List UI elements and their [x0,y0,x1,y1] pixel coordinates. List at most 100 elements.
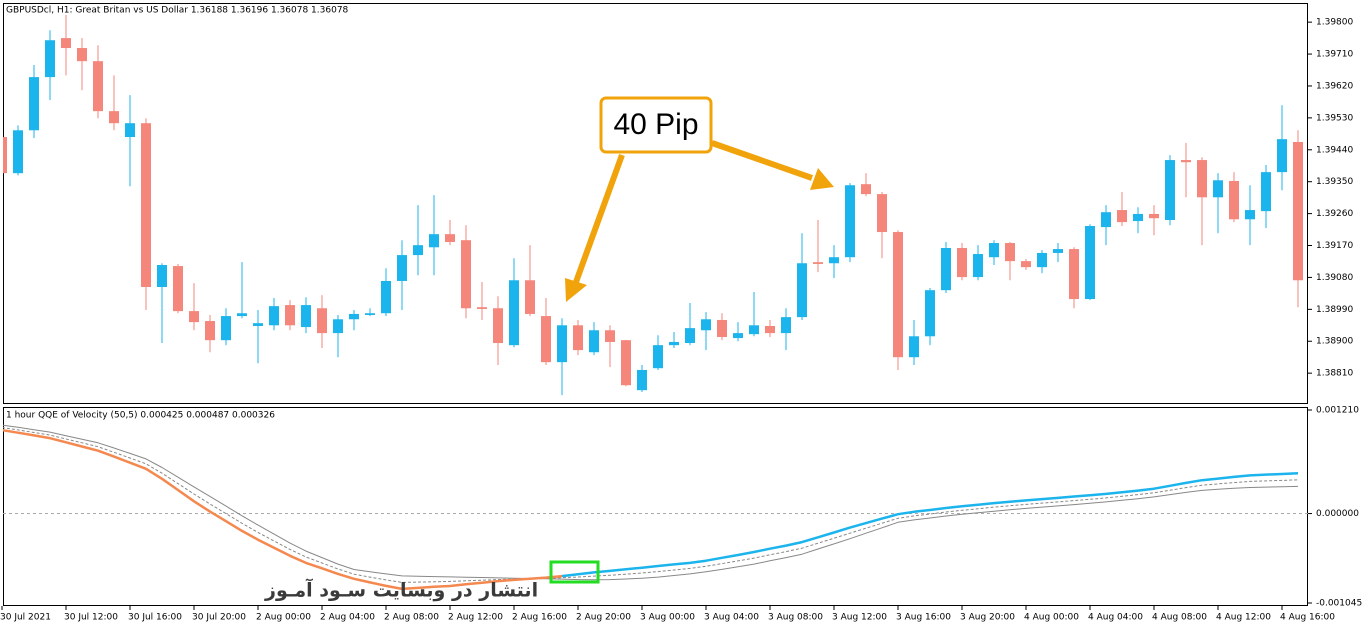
x-tick-label: 3 Aug 00:00 [640,613,695,623]
y-tick-label: 1.39440 [1316,145,1353,155]
candle-body [829,257,839,264]
x-tick-label: 4 Aug 00:00 [1024,613,1079,623]
x-tick-label: 3 Aug 12:00 [832,613,887,623]
candle-body [669,341,679,346]
candle-body [973,254,983,278]
candle-body [701,319,711,331]
x-tick-label: 3 Aug 04:00 [704,613,759,623]
candle-body [301,305,311,328]
watermark: انتشار در وبسایت سـود آمـوز [264,578,538,602]
candle-body [13,130,23,174]
candle-body [557,325,567,363]
y-tick-label: 1.39800 [1316,18,1353,28]
candle-body [221,316,231,341]
candle-body [205,321,215,341]
x-tick-label: 2 Aug 12:00 [448,613,503,623]
arrow-shaft [711,140,813,181]
candle-body [1037,252,1047,268]
candle-body [733,333,743,339]
candle-body [1085,226,1095,300]
candle-body [285,305,295,326]
candle-body [93,61,103,112]
candle-body [1261,172,1271,212]
x-tick-label: 4 Aug 04:00 [1088,613,1143,623]
x-tick-label: 4 Aug 08:00 [1152,613,1207,623]
candle-body [365,313,375,316]
candle-body [125,123,135,138]
indicator-line [3,428,563,591]
x-tick-label: 3 Aug 20:00 [960,613,1015,623]
candle-body [493,308,503,344]
candle-body [877,194,887,233]
candle-body [413,245,423,256]
candle-body [77,48,87,62]
y-tick-label: 1.39620 [1316,81,1353,91]
candle-body [1021,261,1031,268]
candle-body [349,313,359,320]
axes: 30 Jul 2021 30 Jul 12:00 30 Jul 16:00 30 Ju… [0,18,1362,623]
candle-body [1133,213,1143,222]
arrow-head [565,278,587,302]
callout-arrows [565,140,834,302]
y-tick-label: 0.001210 [1316,405,1359,415]
x-tick-label: 3 Aug 08:00 [768,613,823,623]
candle-body [589,330,599,353]
candle-body [717,319,727,337]
candle-body [541,316,551,363]
y-tick-label: 0.000000 [1316,509,1359,519]
candle-body [893,232,903,358]
candle-body [397,255,407,281]
candle-body [749,325,759,335]
highlight-box [549,560,600,584]
x-tick-label: 30 Jul 16:00 [128,613,182,623]
candle-body [109,111,119,124]
candle-body [925,290,935,337]
candle-body [1181,160,1191,163]
indicator-line [561,472,1299,578]
x-tick-label: 2 Aug 16:00 [512,613,567,623]
arrow-shaft [573,153,625,284]
callout-text: 40 Pip [613,108,698,141]
candle-body [1149,213,1159,219]
y-tick-label: 1.38900 [1316,337,1353,347]
candle-body [189,311,199,323]
candle-body [1101,212,1111,228]
arrow-head [810,168,834,190]
y-tick-label: 1.39080 [1316,273,1353,283]
candle-body [1197,160,1207,198]
indicator-panel [3,407,1308,606]
x-tick-label: 2 Aug 04:00 [320,613,375,623]
candle-body [1213,180,1223,198]
candle-body [61,38,71,49]
x-tick-label: 4 Aug 12:00 [1216,613,1271,623]
indicator-line [3,424,1299,581]
candle-body [605,330,615,342]
candle-body [1005,243,1015,262]
candle-body [45,40,55,78]
candle-body [781,317,791,334]
candle-body [621,340,631,386]
candle-body [141,123,151,287]
chart-title: GBPUSDcl, H1: Great Britan vs US Dollar … [6,6,349,16]
candle-body [317,308,327,334]
candle-body [797,263,807,318]
candle-body [429,234,439,248]
y-tick-label: 1.39530 [1316,113,1353,123]
candle-body [653,345,663,369]
x-tick-label: 30 Jul 12:00 [64,613,118,623]
candle-body [573,325,583,351]
indicator-line [3,427,1299,583]
candle-body [957,247,967,278]
indicator-title: 1 hour QQE of Velocity (50,5) 0.000425 0… [6,411,275,421]
y-tick-label: -0.001045 [1316,599,1362,609]
candle-body [269,306,279,326]
candle-body [1245,210,1255,220]
candle-body [941,247,951,291]
x-tick-label: 3 Aug 16:00 [896,613,951,623]
candle-body [845,185,855,258]
candle-body [861,184,871,195]
candle-body [1165,160,1175,220]
candle-body [3,137,7,174]
candle-body [525,280,535,314]
